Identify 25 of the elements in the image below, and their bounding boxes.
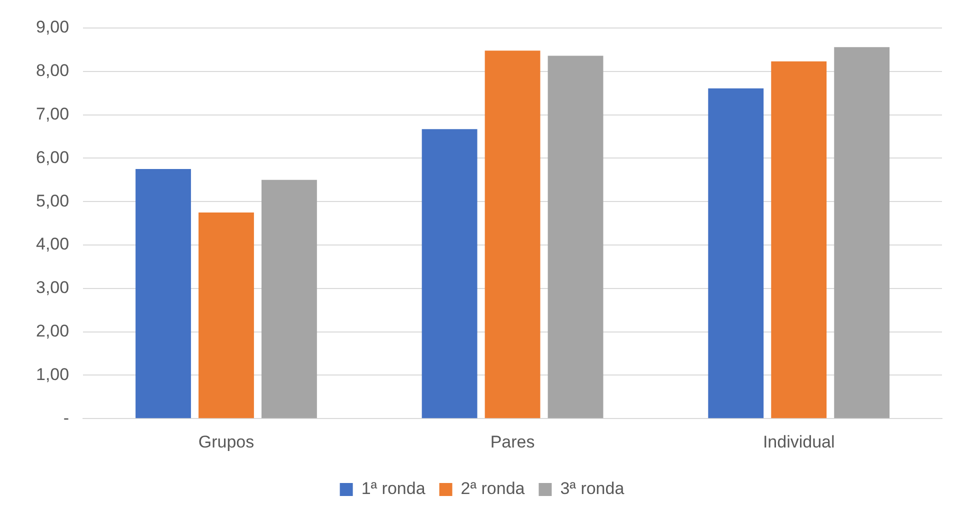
bar [422, 129, 478, 418]
bar [708, 88, 764, 418]
x-tick-label: Grupos [198, 432, 254, 452]
legend-label: 3ª ronda [560, 479, 625, 498]
legend-label: 2ª ronda [460, 479, 526, 498]
y-tick-label: - [63, 408, 70, 428]
bar [548, 56, 604, 418]
x-tick-label: Individual [762, 432, 835, 452]
bar [262, 180, 317, 418]
bar [484, 50, 540, 418]
bar [198, 212, 254, 418]
bar [771, 61, 827, 418]
legend-label: 1ª ronda [361, 479, 426, 498]
y-tick-label: 2,00 [36, 321, 70, 340]
bar [136, 169, 191, 418]
x-tick-label: Pares [490, 432, 535, 452]
y-tick-label: 8,00 [36, 61, 70, 80]
y-tick-label: 1,00 [36, 364, 70, 384]
y-tick-label: 4,00 [36, 234, 70, 254]
y-tick-label: 6,00 [36, 148, 70, 167]
y-tick-label: 5,00 [36, 191, 70, 210]
y-tick-label: 9,00 [36, 18, 70, 37]
y-tick-label: 7,00 [36, 104, 70, 124]
y-tick-label: 3,00 [36, 278, 70, 298]
bar [834, 47, 890, 418]
